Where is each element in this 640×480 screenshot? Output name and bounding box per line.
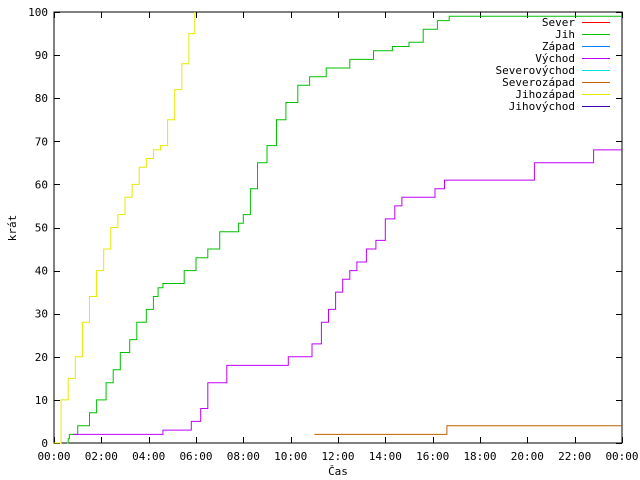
legend-label: Východ <box>535 52 575 65</box>
x-tick-label: 22:00 <box>558 450 591 463</box>
x-tick-labels: 00:00 02:00 04:00 06:00 08:00 10:00 12:00 14:00… <box>37 450 638 463</box>
x-tick-label: 12:00 <box>321 450 354 463</box>
legend-label: Jihovýchod <box>509 100 575 113</box>
x-tick-label: 00:00 <box>605 450 638 463</box>
series-line-5 <box>314 425 622 435</box>
legend-label: Severozápad <box>502 76 575 89</box>
x-tick-label: 16:00 <box>416 450 449 463</box>
y-tick-label: 20 <box>35 351 48 364</box>
series-line-6 <box>54 12 196 444</box>
legend-label: Jihozápad <box>515 88 575 101</box>
series-lines <box>54 12 622 444</box>
legend-label: Jih <box>555 28 575 41</box>
y-tick-label: 100 <box>28 6 48 19</box>
x-tick-label: 18:00 <box>463 450 496 463</box>
x-tick-label: 04:00 <box>132 450 165 463</box>
x-tick-label: 14:00 <box>369 450 402 463</box>
y-tick-labels: 0 10 20 30 40 50 60 70 80 90 100 <box>28 6 48 450</box>
x-tick-label: 02:00 <box>85 450 118 463</box>
x-tick-label: 00:00 <box>37 450 70 463</box>
y-tick-label: 50 <box>35 222 48 235</box>
x-tick-label: 20:00 <box>511 450 544 463</box>
legend-label: Sever <box>542 16 575 29</box>
y-axis-label: krát <box>6 215 19 242</box>
legend-label: Severovýchod <box>496 64 575 77</box>
y-tick-label: 30 <box>35 308 48 321</box>
x-tick-label: 08:00 <box>227 450 260 463</box>
y-tick-label: 90 <box>35 49 48 62</box>
x-tick-label: 10:00 <box>274 450 307 463</box>
x-axis-label: Čas <box>328 465 348 478</box>
y-tick-label: 70 <box>35 135 48 148</box>
legend: SeverJihZápadVýchodSeverovýchodSeverozáp… <box>496 16 610 113</box>
series-line-1 <box>67 15 622 444</box>
legend-label: Západ <box>542 40 575 53</box>
series-line-3 <box>72 149 622 435</box>
y-tick-label: 60 <box>35 178 48 191</box>
x-tick-label: 06:00 <box>179 450 212 463</box>
axis-ticks <box>54 12 623 444</box>
y-tick-label: 40 <box>35 265 48 278</box>
y-tick-label: 0 <box>41 437 48 450</box>
y-tick-label: 10 <box>35 394 48 407</box>
y-tick-label: 80 <box>35 92 48 105</box>
